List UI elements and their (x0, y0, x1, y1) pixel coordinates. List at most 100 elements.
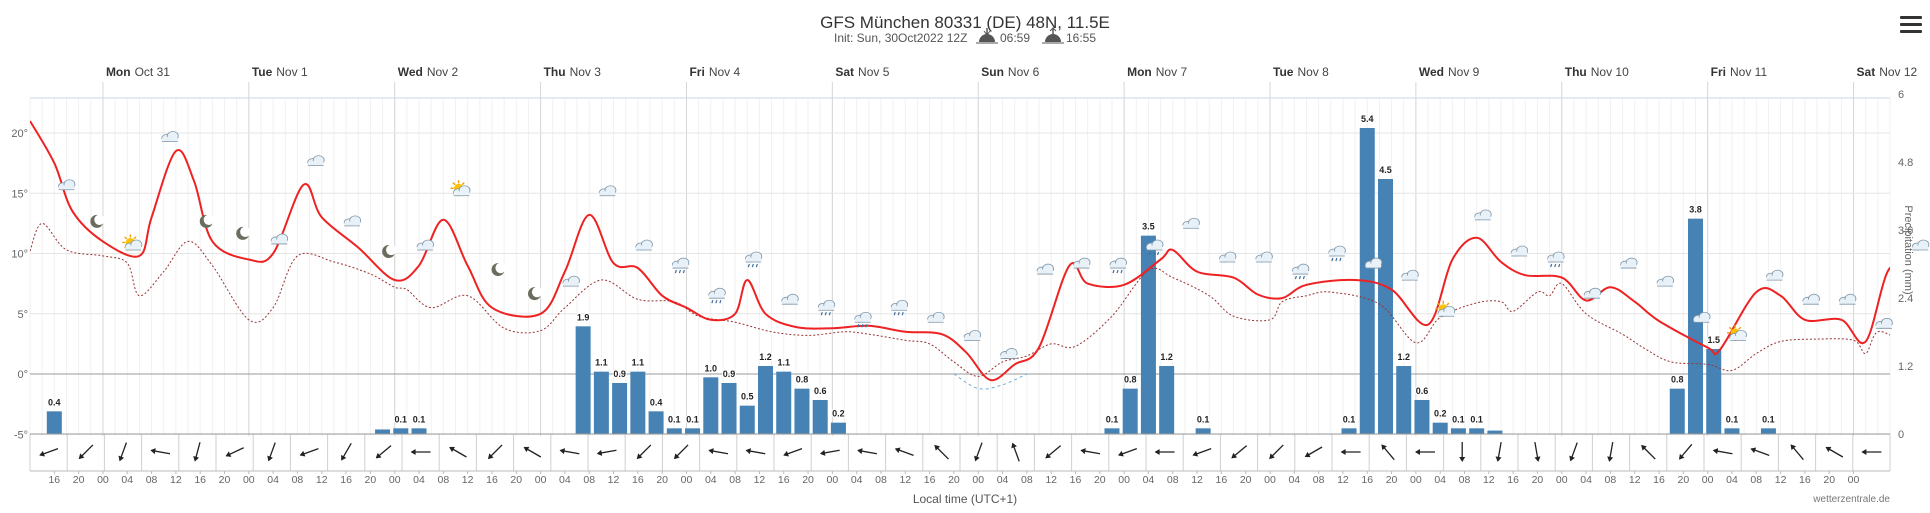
axes: Mon Oct 31 Tue Nov 1 Wed Nov 2 Thu Nov 3 Fri Nov … (11, 65, 1918, 486)
wind-arrow (596, 449, 617, 456)
series-line-dew-point (30, 222, 1890, 377)
weather-icon-rain-cloud (744, 251, 763, 268)
wind-arrow (1340, 449, 1361, 455)
hour-tick-label: 20 (1094, 474, 1106, 486)
sunset-icon (1042, 27, 1064, 44)
day-label: Sat Nov 12 (1857, 65, 1918, 79)
precip-label: 0.6 (814, 386, 827, 396)
precip-bar (46, 411, 62, 434)
precip-bar (1104, 428, 1120, 434)
precip-bar (721, 382, 737, 434)
precip-label: 5.4 (1361, 114, 1374, 124)
precip-bar (593, 371, 609, 434)
chart-menu-button[interactable] (1900, 16, 1922, 36)
hour-tick-label: 00 (972, 474, 984, 486)
wind-arrow (341, 443, 352, 461)
hour-tick-label: 20 (73, 474, 85, 486)
precip-label: 0.1 (1106, 414, 1119, 424)
weather-icon-moon (528, 286, 543, 301)
weather-icon-cloud (1036, 263, 1054, 275)
hour-tick-label: 12 (608, 474, 620, 486)
wind-arrow (150, 448, 171, 455)
temperature-lines (30, 120, 1890, 390)
hour-tick-label: 00 (1410, 474, 1422, 486)
precip-label: 0.1 (395, 414, 408, 424)
hour-tick-label: 00 (535, 474, 547, 486)
hour-tick-label: 12 (316, 474, 328, 486)
weather-icon-moon (236, 226, 251, 240)
hour-tick-label: 12 (1483, 474, 1495, 486)
day-label: Wed Nov 2 (398, 65, 459, 79)
day-label: Sat Nov 5 (835, 65, 889, 79)
y-right-axis-label: Precipitation (mm) (1902, 205, 1914, 294)
precip-bar (1469, 428, 1485, 434)
weather-icon-cloud (1583, 287, 1602, 299)
precip-label: 0.1 (686, 414, 699, 424)
weather-icon-rain-cloud (817, 299, 836, 316)
hour-tick-label: 16 (1216, 474, 1228, 486)
x-axis-label: Local time (UTC+1) (913, 492, 1017, 506)
weather-icon-cloud (307, 155, 325, 167)
y-right-tick-label: 6 (1898, 89, 1904, 101)
day-label: Fri Nov 11 (1711, 65, 1768, 79)
wind-arrow (225, 447, 244, 457)
weather-icon-cloud (1474, 209, 1492, 221)
wind-arrow (487, 444, 503, 460)
hour-tick-label: 12 (1775, 474, 1787, 486)
hour-tick-label: 12 (170, 474, 182, 486)
wind-arrow (449, 446, 467, 458)
y-left-tick-label: 0° (17, 369, 28, 381)
weather-icon-cloud (1364, 257, 1383, 269)
sunrise-time: 06:59 (1000, 31, 1030, 45)
weather-icon-cloud (562, 275, 580, 287)
precip-bar (630, 371, 646, 434)
wind-arrow (1304, 446, 1323, 458)
wind-arrow (636, 444, 652, 460)
wind-arrow (745, 448, 766, 455)
precip-label: 4.5 (1379, 165, 1392, 175)
precip-label: 1.5 (1707, 335, 1720, 345)
precip-label: 1.1 (632, 358, 645, 368)
weather-icon-cloud (1875, 317, 1893, 329)
hour-tick-label: 16 (340, 474, 352, 486)
precip-label: 0.8 (796, 375, 809, 385)
weather-icon-cloud (1620, 257, 1638, 269)
precip-label: 3.5 (1142, 222, 1155, 232)
weather-icon-cloud (635, 239, 653, 251)
weather-icon-cloud (1073, 257, 1091, 269)
hour-tick-label: 00 (681, 474, 693, 486)
weather-icon-cloud (161, 131, 179, 142)
hour-tick-label: 00 (97, 474, 109, 486)
hour-tick-label: 08 (1167, 474, 1179, 486)
hour-tick-label: 12 (1629, 474, 1641, 486)
precip-bar (612, 382, 628, 434)
grid (29, 82, 1891, 436)
y-right-tick-label: 2.4 (1898, 293, 1913, 305)
precip-label: 0.1 (1452, 414, 1465, 424)
hour-tick-label: 04 (121, 474, 133, 486)
precip-label: 0.9 (723, 369, 736, 379)
precip-bars: 0.4 0.1 0.1 1.9 1.1 0.9 1.1 0.4 0.1 0.1 1.0 0.9 0.5 1… (46, 113, 1776, 435)
weather-icon-cloud (1766, 269, 1784, 281)
weather-icon-rain-cloud (1146, 239, 1164, 256)
hour-tick-label: 04 (413, 474, 425, 486)
precip-label: 1.2 (1160, 352, 1173, 362)
day-label: Tue Nov 1 (252, 65, 308, 79)
precip-label: 0.1 (1343, 414, 1356, 424)
hour-tick-label: 16 (1070, 474, 1082, 486)
hour-tick-label: 00 (389, 474, 401, 486)
y-right-tick-label: 1.2 (1898, 361, 1913, 373)
hour-tick-label: 16 (1653, 474, 1665, 486)
weather-icon-rain-cloud (1328, 245, 1346, 262)
wind-arrow (267, 442, 276, 462)
hour-tick-label: 12 (754, 474, 766, 486)
wind-arrow (193, 442, 201, 462)
precip-bar (1122, 388, 1138, 434)
hour-tick-label: 08 (583, 474, 595, 486)
hour-tick-label: 12 (1045, 474, 1057, 486)
precip-bar (1195, 428, 1211, 434)
hour-tick-label: 00 (1848, 474, 1860, 486)
wind-arrow (934, 444, 949, 460)
weather-icon-cloud (1219, 251, 1237, 263)
